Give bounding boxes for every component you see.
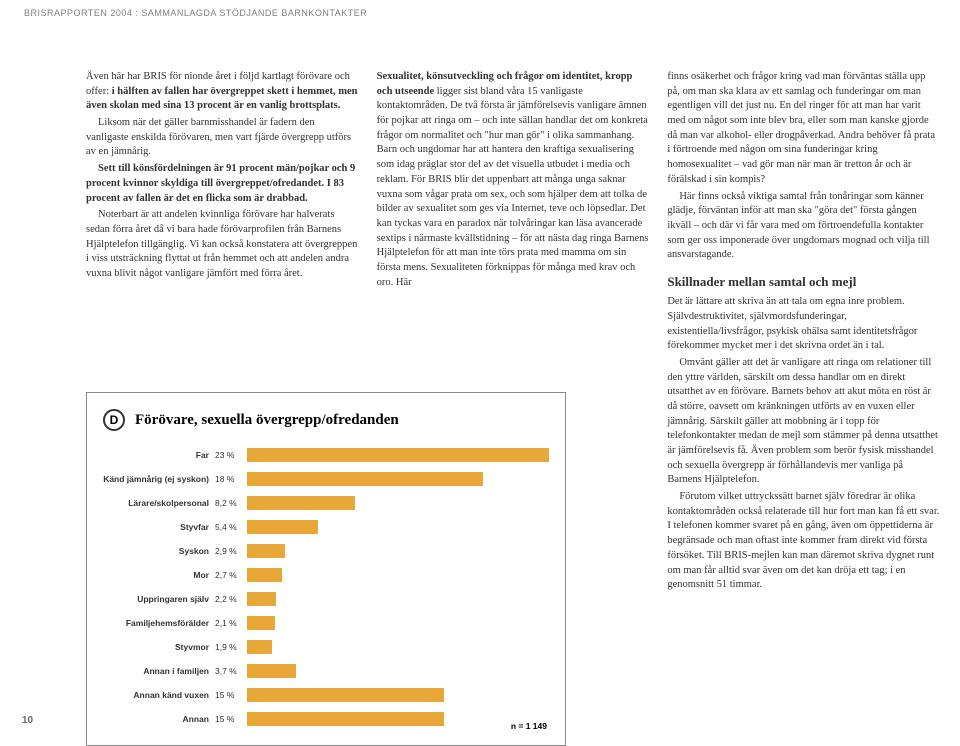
chart-bar <box>247 664 296 678</box>
col3-p3: Det är lättare att skriva än att tala om… <box>667 295 940 354</box>
chart-row-label: Syskon <box>103 546 215 556</box>
chart-bar-area <box>247 712 549 726</box>
chart-row-label: Mor <box>103 570 215 580</box>
chart-row: Känd jämnårig (ej syskon)18 % <box>103 469 549 489</box>
chart-row-value: 18 % <box>215 474 247 484</box>
chart-bar-area <box>247 616 549 630</box>
col1-p2: Liksom när det gäller barnmisshandel är … <box>86 116 359 160</box>
chart-bar <box>247 568 282 582</box>
chart-row: Styvfar5,4 % <box>103 517 549 537</box>
chart-bar-area <box>247 568 549 582</box>
col1-p1: Även här har BRIS för nionde året i följ… <box>86 70 359 114</box>
chart-row-value: 23 % <box>215 450 247 460</box>
chart-bar-area <box>247 496 549 510</box>
chart-container: D Förövare, sexuella övergrepp/ofredande… <box>86 392 566 746</box>
chart-row-label: Far <box>103 450 215 460</box>
chart-bar <box>247 616 275 630</box>
chart-bar-area <box>247 472 549 486</box>
chart-bar-area <box>247 592 549 606</box>
chart-bar-area <box>247 640 549 654</box>
chart-bar <box>247 592 276 606</box>
chart-row-label: Känd jämnårig (ej syskon) <box>103 474 215 484</box>
chart-row-value: 8,2 % <box>215 498 247 508</box>
chart-row: Lärare/skolpersonal8,2 % <box>103 493 549 513</box>
chart-row: Styvmor1,9 % <box>103 637 549 657</box>
chart-badge: D <box>103 409 125 431</box>
column-3: finns osäkerhet och frågor kring vad man… <box>667 70 940 595</box>
chart-header: D Förövare, sexuella övergrepp/ofredande… <box>103 409 549 431</box>
col3-p4: Omvänt gäller att det är vanligare att r… <box>667 356 940 488</box>
chart-row-value: 15 % <box>215 690 247 700</box>
chart-row-label: Annan <box>103 714 215 724</box>
chart-row: Annan i familjen3,7 % <box>103 661 549 681</box>
chart-bar-area <box>247 664 549 678</box>
chart-bar <box>247 472 483 486</box>
col2-p1: Sexualitet, könsutveckling och frågor om… <box>377 70 650 290</box>
chart-row-value: 5,4 % <box>215 522 247 532</box>
chart-bar <box>247 496 355 510</box>
chart-row-label: Annan i familjen <box>103 666 215 676</box>
chart-row-value: 2,9 % <box>215 546 247 556</box>
chart-row-value: 2,7 % <box>215 570 247 580</box>
chart-row: Far23 % <box>103 445 549 465</box>
chart-bar <box>247 712 444 726</box>
col1-p3: Sett till könsfördelningen är 91 procent… <box>86 162 359 206</box>
col3-p5: Förutom vilket uttryckssätt barnet själv… <box>667 490 940 593</box>
chart-title: Förövare, sexuella övergrepp/ofredanden <box>135 412 399 429</box>
chart-row-label: Familjehemsförälder <box>103 618 215 628</box>
chart-row-value: 3,7 % <box>215 666 247 676</box>
chart-row: Familjehemsförälder2,1 % <box>103 613 549 633</box>
chart-bar <box>247 448 549 462</box>
page-header: BRISRAPPORTEN 2004 : SAMMANLAGDA STÖDJAN… <box>24 8 367 18</box>
chart-row-label: Styvfar <box>103 522 215 532</box>
chart-bar <box>247 688 444 702</box>
chart-bar-area <box>247 544 549 558</box>
chart-bar-area <box>247 520 549 534</box>
chart-row-value: 2,2 % <box>215 594 247 604</box>
chart-bar-area <box>247 688 549 702</box>
chart-row: Syskon2,9 % <box>103 541 549 561</box>
chart-row: Uppringaren själv2,2 % <box>103 589 549 609</box>
col1-p4: Noterbart är att andelen kvinnliga föröv… <box>86 208 359 281</box>
chart-row: Annan känd vuxen15 % <box>103 685 549 705</box>
chart-row-value: 1,9 % <box>215 642 247 652</box>
chart-row: Mor2,7 % <box>103 565 549 585</box>
page-number: 10 <box>22 715 33 726</box>
chart-row-label: Styvmor <box>103 642 215 652</box>
col3-p1: finns osäkerhet och frågor kring vad man… <box>667 70 940 188</box>
chart-bar <box>247 544 285 558</box>
chart-bar-area <box>247 448 549 462</box>
col3-p2: Här finns också viktiga samtal från tonå… <box>667 190 940 263</box>
chart-footnote: n = 1 149 <box>511 721 547 731</box>
chart-row: Annan15 % <box>103 709 549 729</box>
col3-section-title: Skillnader mellan samtal och mejl <box>667 273 940 291</box>
chart-row-value: 15 % <box>215 714 247 724</box>
chart-row-label: Lärare/skolpersonal <box>103 498 215 508</box>
chart-row-label: Uppringaren själv <box>103 594 215 604</box>
chart-bar <box>247 640 272 654</box>
chart-row-value: 2,1 % <box>215 618 247 628</box>
chart-bar <box>247 520 318 534</box>
chart-rows: Far23 % Känd jämnårig (ej syskon)18 % Lära… <box>103 445 549 729</box>
chart-row-label: Annan känd vuxen <box>103 690 215 700</box>
